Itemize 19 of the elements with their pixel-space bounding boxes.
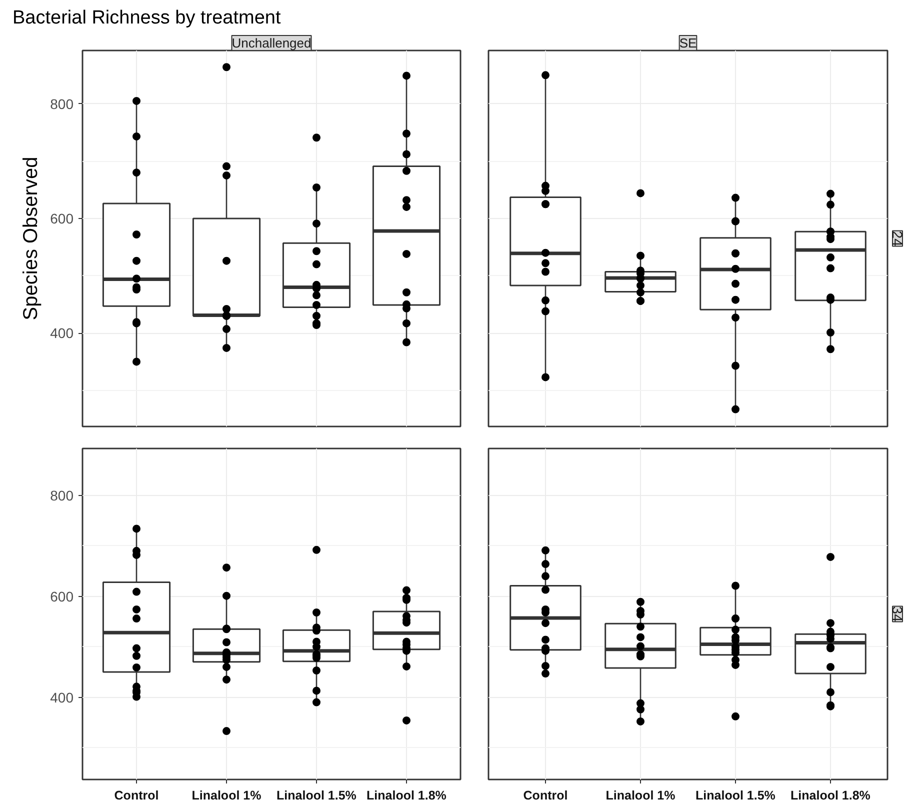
x-tick-label: Control xyxy=(523,788,568,802)
chart-subtitle: Unchallenged xyxy=(232,36,312,50)
x-tick-label: Linalool 1.5% xyxy=(696,788,776,802)
y-tick-label: 600 xyxy=(50,588,74,604)
y2-axis-title: 24 xyxy=(890,230,906,246)
y-tick-label: 400 xyxy=(50,325,74,342)
x-tick-label: Linalool 1.5% xyxy=(276,788,356,802)
y-tick-label: 800 xyxy=(50,96,74,112)
x-tick-label: Linalool 1.8% xyxy=(790,788,870,802)
x-tick-label: Linalool 1.8% xyxy=(366,788,446,802)
x-tick-label: Linalool 1% xyxy=(192,788,262,802)
y-axis-title: Species Observed xyxy=(20,156,42,320)
y-tick-label: 400 xyxy=(50,689,74,706)
chart-title: Bacterial Richness by treatment xyxy=(12,8,282,28)
x-tick-label: Control xyxy=(114,788,159,802)
y-tick-label: 800 xyxy=(50,487,74,504)
x-tick-label: Linalool 1% xyxy=(606,788,676,802)
y2-axis-title: 34 xyxy=(890,606,906,622)
y-tick-label: 600 xyxy=(50,210,74,226)
